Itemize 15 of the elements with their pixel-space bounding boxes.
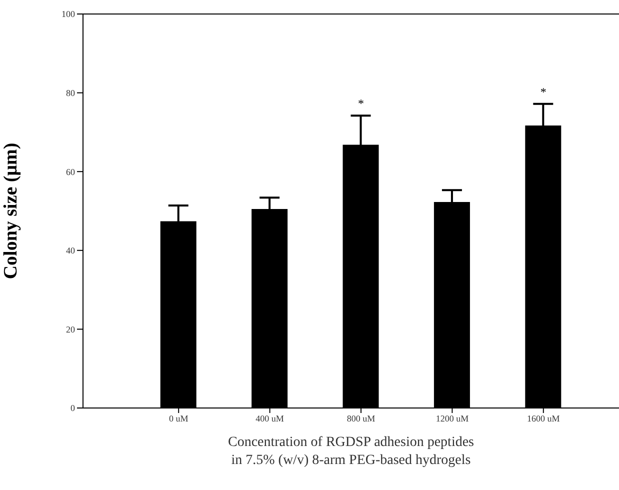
data-label: * (358, 96, 364, 111)
y-tick-label: 60 (66, 166, 76, 177)
x-axis-title: Concentration of RGDSP adhesion peptides in 7.5% (w/v) 8-arm PEG-based hydrogels (226, 434, 475, 470)
x-tick-label: 800 uM (346, 413, 376, 424)
data-label: * (540, 84, 546, 99)
y-tick-label: 80 (66, 88, 76, 98)
x-tick-label: 1600 uM (527, 413, 560, 424)
y-axis-title: Colony size (μm) (0, 142, 22, 280)
x-tick-label: 1200 uM (436, 413, 469, 424)
y-tick-label: 40 (66, 246, 76, 256)
y-tick-label: 100 (62, 9, 76, 20)
x-tick-label: 0 uM (168, 413, 188, 424)
x-tick-label: 400 uM (256, 413, 284, 424)
y-tick-label: 20 (66, 324, 76, 334)
y-tick-label: 0 (70, 403, 76, 414)
